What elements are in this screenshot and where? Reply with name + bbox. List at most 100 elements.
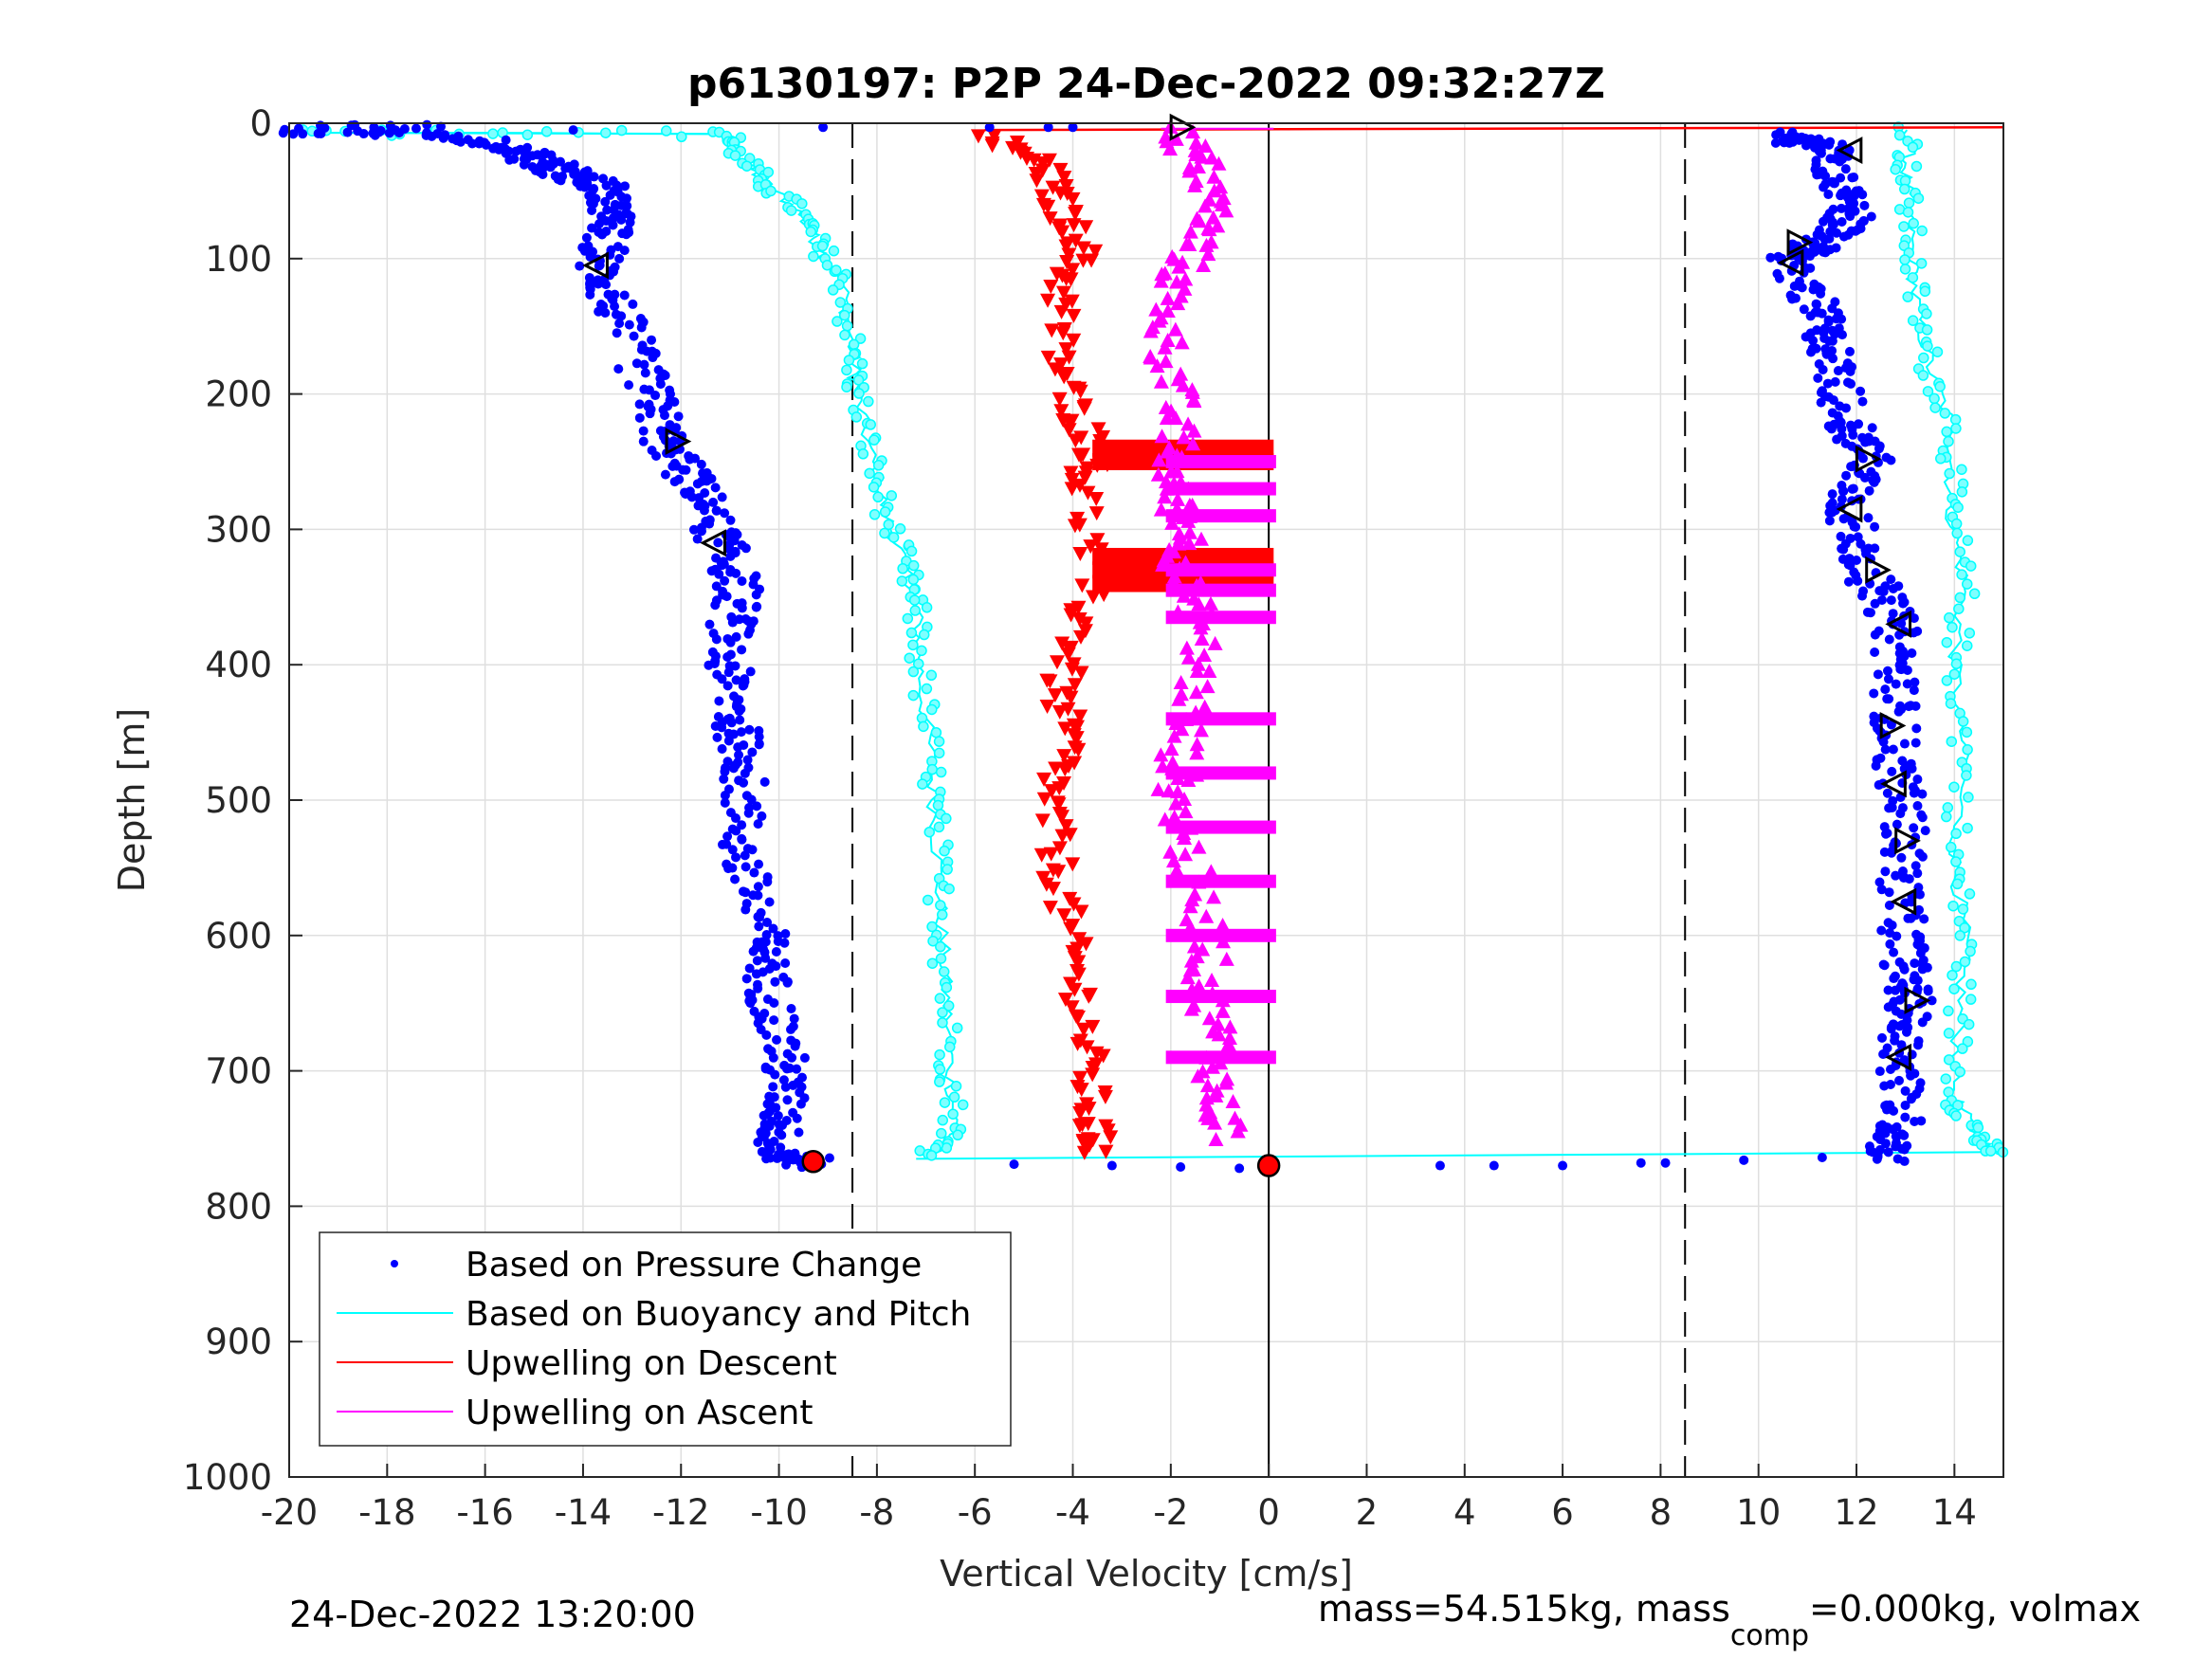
pressure-point — [1902, 679, 1912, 689]
descent-upwelling-point — [1051, 841, 1068, 856]
ascent-upwelling-point — [1149, 358, 1165, 374]
turn-marker — [1904, 986, 1931, 1014]
pressure-point — [740, 850, 750, 861]
pressure-point — [1870, 629, 1880, 640]
footer-mass: mass=54.515kg, masscomp=0.000kg, volmax — [1318, 1588, 2141, 1652]
descent-upwelling-point — [1094, 440, 1110, 455]
turn-marker — [1786, 228, 1814, 257]
buoyancy-point — [1961, 640, 1973, 651]
buoyancy-point — [816, 240, 829, 252]
ascent-upwelling-point — [1180, 416, 1197, 431]
ascent-upwelling-point — [1179, 712, 1195, 727]
pressure-point — [768, 1082, 778, 1092]
pressure-point — [1892, 819, 1902, 830]
pressure-point — [1833, 366, 1843, 376]
pressure-point — [455, 137, 466, 147]
buoyancy-point — [868, 509, 881, 520]
ascent-upwelling-point — [1221, 1030, 1237, 1046]
ascent-upwelling-point — [1186, 423, 1202, 438]
descent-upwelling-point — [1069, 1010, 1086, 1025]
pressure-point — [1883, 674, 1893, 684]
pressure-point — [744, 724, 755, 735]
pressure-point — [714, 696, 724, 706]
ascent-upwelling-point — [1166, 809, 1182, 824]
pressure-point — [594, 261, 604, 271]
ascent-upwelling-point — [1171, 691, 1187, 706]
descent-upwelling-point — [1061, 423, 1077, 438]
pressure-point — [686, 492, 697, 502]
buoyancy-point — [1929, 402, 1941, 413]
pressure-point — [731, 826, 741, 836]
descent-upwelling-point — [1072, 384, 1088, 399]
buoyancy-point — [935, 900, 946, 911]
pressure-point — [757, 811, 767, 821]
descent-upwelling-point — [1055, 326, 1071, 341]
pressure-point — [722, 831, 733, 842]
pressure-outlier — [1489, 1160, 1499, 1171]
buoyancy-point — [1941, 675, 1953, 686]
pressure-point — [594, 306, 604, 317]
pressure-point — [1889, 1105, 1899, 1116]
buoyancy-point — [832, 316, 843, 327]
pressure-point — [771, 961, 781, 972]
ascent-upwelling-point — [1165, 853, 1181, 868]
buoyancy-point — [933, 821, 945, 833]
ascent-upwelling-point — [1186, 392, 1202, 407]
pressure-point — [738, 681, 748, 691]
ascent-upwelling-point — [1168, 131, 1184, 146]
buoyancy-point — [909, 605, 922, 616]
pressure-point — [1887, 920, 1897, 930]
ascent-upwelling-point — [1170, 784, 1186, 799]
buoyancy-point — [1922, 340, 1933, 352]
buoyancy-point — [937, 1007, 948, 1018]
pressure-point — [320, 122, 330, 133]
ascent-upwelling-spike — [1165, 611, 1276, 625]
x-tick-label: -20 — [261, 1492, 318, 1533]
buoyancy-point — [933, 747, 945, 759]
ascent-upwelling-point — [1204, 972, 1220, 987]
buoyancy-point — [941, 981, 953, 994]
pressure-point — [399, 123, 410, 134]
pressure-point — [1893, 581, 1904, 592]
ascent-upwelling-point — [1196, 258, 1212, 273]
buoyancy-point — [1947, 900, 1959, 912]
buoyancy-point — [905, 545, 918, 557]
pressure-point — [777, 1130, 787, 1140]
pressure-point — [706, 473, 717, 483]
pressure-point — [614, 319, 625, 329]
pressure-point — [1806, 347, 1817, 357]
descent-upwelling-point — [1103, 1130, 1119, 1145]
pressure-point — [1773, 251, 1783, 262]
pressure-point — [795, 1099, 806, 1109]
descent-upwelling-point — [1049, 266, 1065, 282]
pressure-point — [1816, 288, 1826, 299]
pressure-point — [1789, 135, 1800, 145]
pressure-point — [636, 322, 647, 333]
descent-upwelling-point — [1060, 647, 1076, 662]
pressure-point — [467, 138, 478, 149]
pressure-point — [697, 526, 707, 537]
buoyancy-point — [917, 778, 928, 790]
x-tick-label: 14 — [1932, 1492, 1977, 1533]
pressure-point — [1819, 234, 1830, 245]
legend-label-upwelling-ascent: Upwelling on Ascent — [466, 1394, 813, 1432]
pressure-point — [783, 1155, 794, 1165]
descent-upwelling-point — [1075, 1022, 1091, 1037]
pressure-point — [1887, 766, 1897, 776]
descent-surface-link — [984, 126, 2004, 132]
descent-upwelling-point — [1034, 813, 1051, 829]
ascent-upwelling-point — [1154, 428, 1170, 444]
buoyancy-point — [863, 395, 874, 408]
ascent-upwelling-point — [1213, 1055, 1229, 1070]
buoyancy-point — [1959, 921, 1970, 934]
pressure-point — [1816, 397, 1826, 408]
pressure-point — [1848, 429, 1858, 440]
buoyancy-point — [1948, 668, 1961, 680]
descent-upwelling-point — [1056, 370, 1072, 385]
pressure-point — [1884, 887, 1894, 898]
pressure-point — [1849, 567, 1859, 577]
pressure-point — [1890, 985, 1900, 995]
pressure-point — [1856, 386, 1866, 396]
descent-upwelling-point — [1098, 1144, 1114, 1159]
